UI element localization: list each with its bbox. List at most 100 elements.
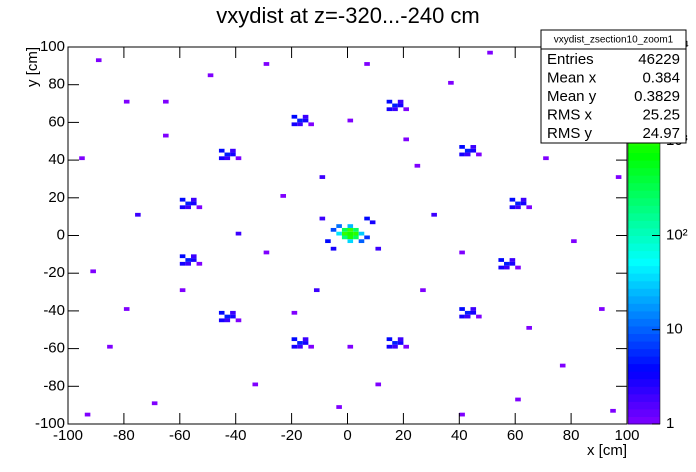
x-tick-label: -100 xyxy=(53,427,83,444)
cell xyxy=(163,133,169,138)
cell xyxy=(341,227,348,232)
cell xyxy=(459,314,465,319)
cell xyxy=(358,231,365,236)
cell xyxy=(392,341,398,345)
cell xyxy=(347,231,354,236)
cell xyxy=(190,258,197,262)
x-tick-label: 100 xyxy=(614,427,639,444)
color-bar-band xyxy=(628,401,660,410)
x-tick-label: 80 xyxy=(563,427,580,444)
cell xyxy=(459,250,465,255)
cell xyxy=(448,80,454,85)
cell xyxy=(291,114,298,119)
cell xyxy=(235,231,242,236)
z-tick-label: 1 xyxy=(666,415,674,432)
cell xyxy=(179,254,186,259)
color-bar-band xyxy=(628,243,660,252)
stats-label: Mean y xyxy=(547,88,597,105)
cell xyxy=(347,118,354,123)
color-bar-band xyxy=(628,197,660,206)
color-bar-band xyxy=(628,303,660,312)
cell xyxy=(470,145,477,149)
y-tick-label: 20 xyxy=(48,189,65,206)
cell xyxy=(487,50,493,55)
cell xyxy=(392,107,398,112)
cell xyxy=(297,122,303,127)
cell xyxy=(464,152,471,157)
cell xyxy=(526,205,532,210)
cell xyxy=(504,265,510,270)
cell xyxy=(235,156,242,161)
cell xyxy=(336,405,342,409)
cell xyxy=(509,258,516,262)
stats-value: 24.97 xyxy=(642,125,680,142)
cell xyxy=(330,246,337,251)
x-tick-label: -20 xyxy=(281,427,303,444)
cell xyxy=(291,122,298,127)
cell xyxy=(364,62,370,66)
cell xyxy=(509,205,516,210)
cell xyxy=(291,337,298,342)
color-bar-band xyxy=(628,393,660,402)
color-bar-band xyxy=(628,288,660,297)
y-tick-label: 40 xyxy=(48,151,65,168)
cell xyxy=(470,307,477,311)
color-bar-band xyxy=(628,250,660,259)
cell xyxy=(459,412,465,417)
y-axis-label: y [cm] xyxy=(24,47,41,87)
cell xyxy=(218,318,225,323)
cell xyxy=(196,205,203,210)
x-axis-label: x [cm] xyxy=(587,442,627,459)
color-bar-band xyxy=(628,273,660,282)
color-bar-band xyxy=(628,152,660,161)
stats-label: Entries xyxy=(547,51,594,68)
cell xyxy=(515,265,521,270)
cell xyxy=(263,250,270,255)
cell xyxy=(185,261,191,266)
cell xyxy=(313,288,320,293)
color-bar-band xyxy=(628,341,660,350)
cell xyxy=(571,239,577,244)
cell xyxy=(386,99,393,104)
color-bar-band xyxy=(628,371,660,380)
cell xyxy=(509,197,516,202)
cell xyxy=(347,344,354,349)
cell xyxy=(123,99,130,104)
x-tick-label: 20 xyxy=(395,427,412,444)
cell xyxy=(179,261,186,266)
y-tick-label: -60 xyxy=(43,340,65,357)
cell xyxy=(526,325,532,330)
color-bar-band xyxy=(628,212,660,221)
stats-title: vxydist_zsection10_zoom1 xyxy=(554,35,674,46)
cell xyxy=(353,227,359,232)
cell xyxy=(353,231,359,236)
cell xyxy=(520,201,527,206)
x-tick-label: -40 xyxy=(225,427,247,444)
cell xyxy=(336,231,342,236)
cell xyxy=(403,344,409,349)
cell xyxy=(185,205,191,210)
color-bar-band xyxy=(628,190,660,199)
color-bar-band xyxy=(628,145,660,154)
cell xyxy=(498,258,505,262)
cell xyxy=(291,344,298,349)
x-tick-label: -80 xyxy=(113,427,135,444)
cell xyxy=(179,197,186,202)
cell xyxy=(599,307,605,311)
cell xyxy=(224,314,231,319)
cell xyxy=(84,412,91,417)
cell xyxy=(163,99,169,104)
cell xyxy=(397,99,404,104)
y-tick-label: -80 xyxy=(43,377,65,394)
cell xyxy=(224,156,231,161)
chart-title: vxydist at z=-320...-240 cm xyxy=(216,3,480,28)
color-bar-band xyxy=(628,175,660,184)
cell xyxy=(464,314,471,319)
cells xyxy=(79,50,622,417)
cell xyxy=(179,288,186,293)
y-tick-label: -20 xyxy=(43,264,65,281)
color-bar-band xyxy=(628,386,660,395)
stats-value: 46229 xyxy=(638,51,680,68)
cell xyxy=(325,239,331,244)
cell xyxy=(397,341,404,345)
